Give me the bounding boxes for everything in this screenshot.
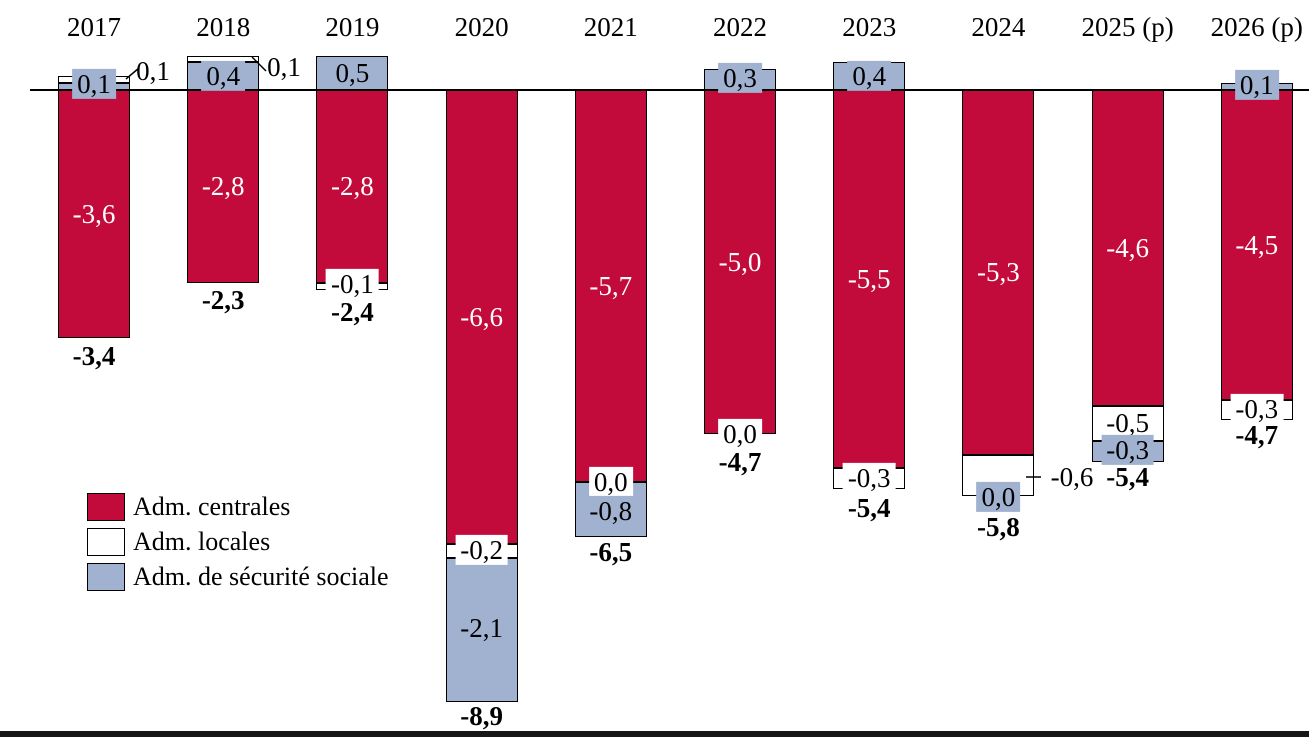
year-label: 2022	[713, 11, 767, 42]
total-label: -4,7	[718, 446, 762, 477]
segment-label-locales: -0,3	[1230, 393, 1284, 425]
segment-label-locales: -0,3	[842, 462, 896, 494]
total-label: -2,3	[201, 284, 245, 315]
legend-swatch-centrales	[87, 493, 125, 521]
segment-label-securite-sociale: -0,3	[1101, 434, 1154, 466]
bar-segment-centrales-2022	[704, 90, 776, 434]
segment-label-locales: -0,2	[455, 534, 508, 566]
segment-label-securite-sociale: 0,3	[718, 62, 762, 94]
segment-label-centrales: -5,3	[977, 257, 1020, 288]
zero-axis-line	[30, 89, 1309, 91]
year-label: 2023	[842, 11, 897, 42]
segment-label-centrales: -5,5	[847, 264, 891, 295]
segment-label-locales: 0,0	[588, 466, 633, 498]
total-label: -8,9	[460, 700, 503, 731]
year-label: 2026 (p)	[1210, 11, 1303, 42]
segment-label-securite-sociale: 0,0	[976, 481, 1021, 513]
segment-label-centrales: -2,8	[201, 171, 245, 202]
legend-item-centrales: Adm. centrales	[87, 492, 290, 522]
legend-label-centrales: Adm. centrales	[133, 492, 291, 521]
segment-label-centrales: -4,5	[1235, 229, 1279, 260]
legend-label-securite-sociale: Adm. de sécurité sociale	[133, 562, 389, 591]
segment-label-locales-callout: 0,1	[136, 55, 170, 86]
total-label: -5,4	[1106, 461, 1149, 492]
segment-label-securite-sociale: 0,4	[847, 60, 892, 92]
year-label: 2025 (p)	[1081, 11, 1174, 42]
bar-segment-centrales-2021	[574, 90, 647, 483]
bar-segment-centrales-2025p	[1091, 90, 1164, 407]
bar-segment-centrales-2019	[316, 90, 389, 283]
total-label: -5,8	[977, 511, 1020, 542]
bar-segment-centrales-2020	[445, 90, 518, 545]
year-label: 2021	[583, 11, 638, 42]
bottom-rule	[0, 731, 1309, 737]
segment-label-locales-callout: -0,6	[1050, 461, 1094, 492]
segment-label-securite-sociale: -0,8	[584, 495, 638, 527]
bar-segment-centrales-2017	[58, 90, 130, 338]
segment-label-locales: -0,1	[326, 268, 379, 300]
segment-label-centrales: -2,8	[331, 171, 374, 202]
total-label: -4,7	[1235, 419, 1279, 450]
segment-label-centrales: -5,0	[718, 246, 762, 277]
year-label: 2017	[67, 11, 121, 42]
legend-item-locales: Adm. locales	[87, 527, 270, 557]
segment-label-locales: 0,0	[718, 418, 762, 450]
year-label: 2024	[971, 11, 1026, 42]
segment-label-securite-sociale: 0,1	[1234, 69, 1279, 101]
bar-segment-centrales-2024	[962, 90, 1035, 455]
segment-label-centrales: -5,7	[589, 270, 633, 301]
segment-label-centrales: -3,6	[72, 198, 116, 229]
year-label: 2018	[196, 11, 251, 42]
year-label: 2020	[454, 11, 509, 42]
legend-swatch-locales	[87, 528, 125, 556]
legend-swatch-securite-sociale	[87, 563, 125, 591]
total-label: -5,4	[847, 492, 891, 523]
segment-label-securite-sociale: 0,4	[201, 60, 246, 92]
segment-label-securite-sociale: 0,5	[330, 57, 375, 89]
legend-item-securite-sociale: Adm. de sécurité sociale	[87, 562, 389, 592]
bar-segment-securite-sociale-2020	[445, 557, 518, 703]
total-label: -3,4	[72, 340, 116, 371]
segment-label-securite-sociale: 0,1	[72, 68, 116, 100]
segment-label-locales: -0,5	[1101, 407, 1154, 439]
bar-segment-centrales-2026p	[1220, 90, 1293, 400]
segment-label-locales-callout: 0,1	[267, 51, 301, 82]
segment-label-centrales: -4,6	[1106, 233, 1149, 264]
segment-label-securite-sociale: -2,1	[460, 612, 503, 643]
year-label: 2019	[325, 11, 380, 42]
total-label: -6,5	[589, 536, 633, 567]
segment-label-centrales: -6,6	[460, 301, 503, 332]
legend-label-locales: Adm. locales	[133, 527, 271, 556]
total-label: -2,4	[331, 296, 374, 327]
